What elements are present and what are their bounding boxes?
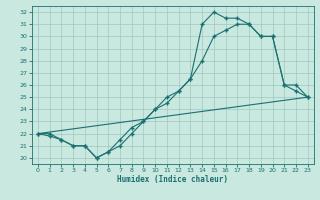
X-axis label: Humidex (Indice chaleur): Humidex (Indice chaleur)	[117, 175, 228, 184]
